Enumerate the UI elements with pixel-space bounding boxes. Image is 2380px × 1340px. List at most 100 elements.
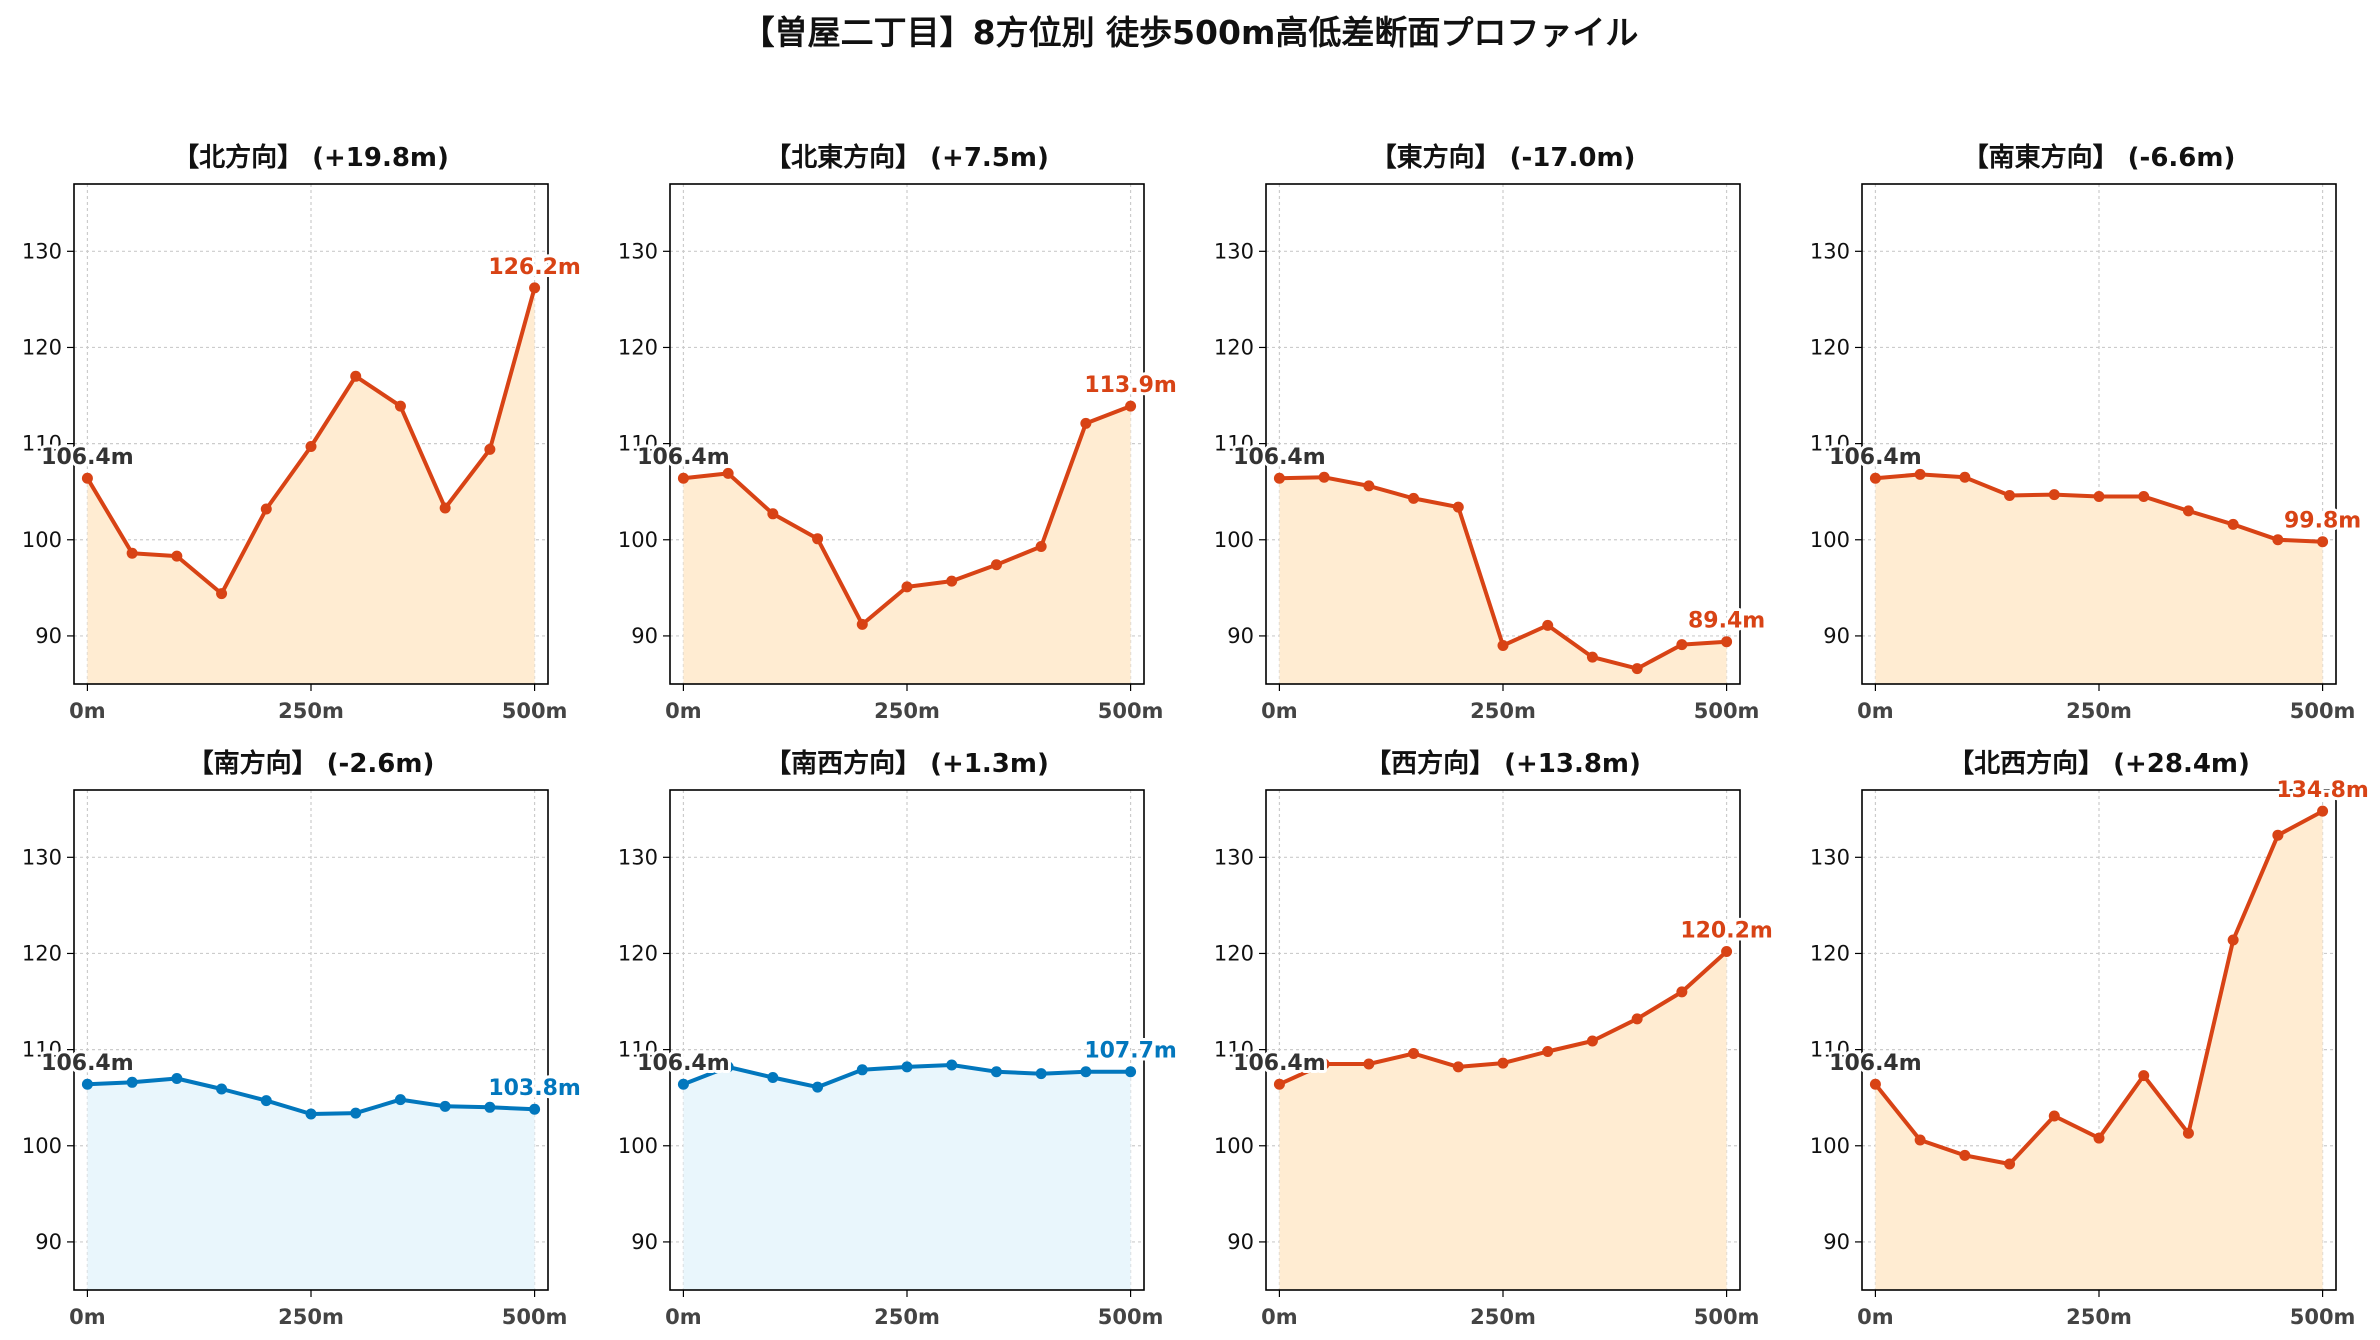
profile-point	[990, 1066, 1002, 1078]
x-tick-label: 250m	[278, 1305, 344, 1329]
end-elevation-label: 103.8m	[488, 1076, 581, 1101]
panel-title: 【北西方向】 (+28.4m)	[1948, 748, 2250, 779]
y-tick-label: 100	[22, 528, 62, 552]
profile-point	[1318, 471, 1330, 483]
profile-point	[677, 472, 689, 484]
profile-point	[2048, 489, 2060, 501]
x-tick-label: 250m	[1470, 699, 1536, 723]
profile-point	[1631, 1013, 1643, 1025]
profile-point	[812, 1081, 824, 1093]
y-tick-label: 110	[1214, 432, 1254, 456]
y-tick-label: 90	[35, 624, 62, 648]
profile-point	[722, 467, 734, 479]
x-tick-label: 500m	[502, 1305, 568, 1329]
panel-title: 【北方向】 (+19.8m)	[173, 142, 449, 173]
plot-frame	[73, 789, 549, 1291]
profile-point	[1363, 1058, 1375, 1070]
end-elevation-label: 107.7m	[1084, 1039, 1177, 1064]
profile-point	[2182, 505, 2194, 517]
x-tick-label: 250m	[874, 699, 940, 723]
profile-point	[856, 618, 868, 630]
y-tick-label: 90	[35, 1230, 62, 1254]
profile-point	[1363, 480, 1375, 492]
profile-point	[946, 575, 958, 587]
profile-point	[2138, 491, 2150, 502]
y-tick-label: 130	[1214, 239, 1254, 263]
profile-point	[767, 508, 779, 520]
y-tick-label: 100	[618, 1134, 658, 1158]
profile-point	[1125, 400, 1137, 412]
y-tick-label: 130	[1810, 845, 1850, 869]
profile-point	[1586, 651, 1598, 663]
profile-point	[529, 1103, 541, 1115]
plot-frame	[1265, 789, 1741, 1291]
x-tick-label: 0m	[1261, 1305, 1298, 1329]
y-tick-label: 110	[1810, 432, 1850, 456]
profile-point	[2317, 536, 2329, 548]
profile-point	[350, 1107, 362, 1119]
y-tick-label: 120	[1214, 335, 1254, 359]
profile-point	[260, 503, 272, 515]
profile-point	[1125, 1066, 1137, 1078]
plot-frame	[1265, 183, 1741, 685]
y-tick-label: 120	[1810, 335, 1850, 359]
panel-8: 【北西方向】 (+28.4m) 90 100 110 120 130 0m 250m 500m 1…	[1810, 748, 2372, 1329]
x-tick-label: 0m	[69, 699, 106, 723]
profile-point	[2272, 829, 2284, 841]
profile-point	[2227, 934, 2239, 946]
y-tick-label: 120	[618, 335, 658, 359]
y-tick-label: 120	[22, 335, 62, 359]
end-elevation-label: 120.2m	[1680, 919, 1773, 944]
profile-point	[1080, 417, 1092, 429]
profile-point	[1631, 663, 1643, 675]
y-tick-label: 120	[1810, 941, 1850, 965]
y-tick-label: 100	[1214, 1134, 1254, 1158]
profile-point	[171, 550, 183, 562]
profile-point	[126, 547, 138, 559]
profile-point	[439, 1100, 451, 1112]
x-tick-label: 0m	[665, 699, 702, 723]
end-elevation-label: 89.4m	[1688, 609, 1765, 634]
x-tick-label: 500m	[1694, 1305, 1760, 1329]
start-elevation-label: 106.4m	[1233, 445, 1326, 470]
panel-title: 【南西方向】 (+1.3m)	[765, 748, 1049, 779]
start-elevation-label: 106.4m	[41, 445, 134, 470]
profile-point	[677, 1078, 689, 1090]
profile-point	[1273, 1078, 1285, 1090]
profile-point	[1408, 492, 1420, 504]
end-elevation-label: 99.8m	[2284, 509, 2361, 534]
panel-6: 【南西方向】 (+1.3m) 90 100 110 120 130 0m 250m 500m 10…	[618, 748, 1180, 1329]
plot-frame	[669, 183, 1145, 685]
profile-point	[2093, 491, 2105, 502]
panel-title: 【北東方向】 (+7.5m)	[765, 142, 1049, 173]
profile-point	[812, 533, 824, 545]
panel-7: 【西方向】 (+13.8m) 90 100 110 120 130 0m 250m 500m 10…	[1214, 748, 1776, 1329]
profile-point	[126, 1076, 138, 1088]
profile-area	[87, 287, 535, 684]
profile-area	[1279, 477, 1727, 684]
x-tick-label: 500m	[1098, 699, 1164, 723]
end-elevation-label: 126.2m	[488, 255, 581, 280]
profile-area	[1875, 811, 2323, 1290]
x-tick-label: 0m	[665, 1305, 702, 1329]
profile-point	[305, 1108, 317, 1120]
profile-point	[1676, 986, 1688, 998]
y-tick-label: 100	[618, 528, 658, 552]
start-elevation-label: 106.4m	[41, 1051, 134, 1076]
profile-point	[394, 1094, 406, 1106]
profile-point	[2138, 1070, 2150, 1082]
panel-1: 【北方向】 (+19.8m) 90 100 110 120 130 0m 250m 500m 10…	[22, 142, 584, 723]
profile-point	[946, 1059, 958, 1071]
profile-point	[1497, 640, 1509, 652]
profile-point	[2272, 534, 2284, 546]
y-tick-label: 130	[1214, 845, 1254, 869]
profile-point	[2004, 1158, 2016, 1170]
y-tick-label: 100	[1810, 528, 1850, 552]
y-tick-label: 90	[631, 624, 658, 648]
profile-point	[1452, 1061, 1464, 1073]
profile-point	[1497, 1057, 1509, 1069]
end-elevation-label: 134.8m	[2276, 778, 2369, 803]
profile-point	[216, 1083, 228, 1095]
profile-point	[484, 1101, 496, 1113]
y-tick-label: 110	[618, 432, 658, 456]
